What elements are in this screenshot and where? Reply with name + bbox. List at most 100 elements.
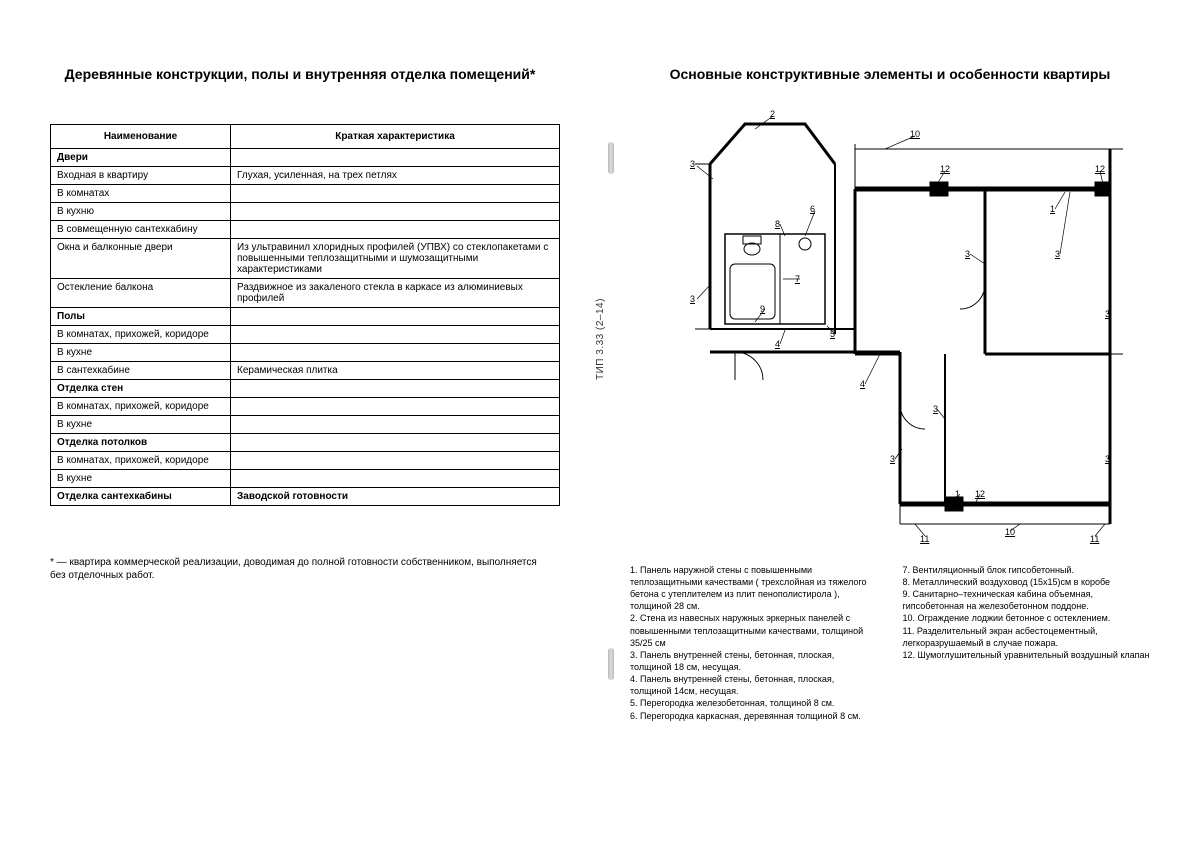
legend-item: 6. Перегородка каркасная, деревянная тол…: [630, 710, 878, 722]
cell-name: В сантехкабине: [51, 361, 231, 379]
floorplan-callout: 11: [920, 534, 929, 544]
legend-item: 7. Вентиляционный блок гипсобетонный.: [903, 564, 1151, 576]
staple-icon: [608, 142, 614, 174]
floorplan-callout: 12: [975, 489, 985, 499]
table-row: Окна и балконные двериИз ультравинил хло…: [51, 238, 560, 278]
floorplan-callout: 12: [940, 164, 950, 174]
cell-name: Отделка стен: [51, 379, 231, 397]
table-row: Полы: [51, 307, 560, 325]
cell-name: В кухне: [51, 343, 231, 361]
cell-desc: [231, 397, 560, 415]
spec-table: Наименование Краткая характеристика Двер…: [50, 124, 560, 506]
cell-desc: [231, 415, 560, 433]
table-row: Двери: [51, 148, 560, 166]
table-row: В кухне: [51, 469, 560, 487]
legend-left-col: 1. Панель наружной стены с повышенными т…: [630, 564, 878, 722]
legend-item: 9. Санитарно–техническая кабина объемная…: [903, 588, 1151, 612]
cell-name: В кухне: [51, 469, 231, 487]
page-spine: [600, 0, 630, 848]
legend-item: 2. Стена из навесных наружных эркерных п…: [630, 612, 878, 648]
staple-icon: [608, 648, 614, 680]
cell-desc: [231, 451, 560, 469]
cell-desc: [231, 343, 560, 361]
legend-item: 12. Шумоглушительный уравнительный возду…: [903, 649, 1151, 661]
floorplan-callout: 11: [1090, 534, 1099, 544]
cell-name: В кухню: [51, 202, 231, 220]
cell-name: В комнатах, прихожей, коридоре: [51, 325, 231, 343]
cell-name: В комнатах: [51, 184, 231, 202]
right-title: Основные конструктивные элементы и особе…: [630, 65, 1150, 84]
legend-item: 3. Панель внутренней стены, бетонная, пл…: [630, 649, 878, 673]
table-row: В комнатах, прихожей, коридоре: [51, 451, 560, 469]
cell-desc: [231, 307, 560, 325]
cell-name: Отделка сантехкабины: [51, 487, 231, 505]
floorplan-callout: 3: [1105, 309, 1110, 319]
floorplan: 23101212186337395434333112111011: [655, 104, 1125, 544]
cell-desc: [231, 184, 560, 202]
cell-name: В комнатах, прихожей, коридоре: [51, 397, 231, 415]
cell-desc: Заводской готовности: [231, 487, 560, 505]
floorplan-callout: 4: [775, 339, 780, 349]
cell-name: Двери: [51, 148, 231, 166]
cell-desc: [231, 433, 560, 451]
floorplan-callout: 10: [1005, 527, 1015, 537]
cell-desc: Глухая, усиленная, на трех петлях: [231, 166, 560, 184]
floorplan-callout: 1: [1050, 204, 1055, 214]
legend-item: 4. Панель внутренней стены, бетонная, пл…: [630, 673, 878, 697]
cell-name: Входная в квартиру: [51, 166, 231, 184]
cell-desc: Керамическая плитка: [231, 361, 560, 379]
table-row: Остекление балконаРаздвижное из закалено…: [51, 278, 560, 307]
table-row: В кухне: [51, 415, 560, 433]
floorplan-callout: 1: [955, 489, 960, 499]
table-row: В кухне: [51, 343, 560, 361]
cell-name: В комнатах, прихожей, коридоре: [51, 451, 231, 469]
cell-desc: Из ультравинил хлоридных профилей (УПВХ)…: [231, 238, 560, 278]
side-label: ТИП 3.33 (2–14): [595, 298, 606, 380]
table-row: В кухню: [51, 202, 560, 220]
cell-name: В кухне: [51, 415, 231, 433]
cell-desc: [231, 469, 560, 487]
cell-name: Полы: [51, 307, 231, 325]
cell-desc: [231, 148, 560, 166]
table-row: Отделка потолков: [51, 433, 560, 451]
legend-item: 8. Металлический воздуховод (15х15)см в …: [903, 576, 1151, 588]
floorplan-callout: 2: [770, 109, 775, 119]
floorplan-callout: 6: [810, 204, 815, 214]
left-column: Деревянные конструкции, полы и внутрення…: [30, 20, 590, 828]
table-row: В совмещенную сантехкабину: [51, 220, 560, 238]
floorplan-callout: 3: [933, 404, 938, 414]
table-row: В комнатах, прихожей, коридоре: [51, 397, 560, 415]
cell-name: Окна и балконные двери: [51, 238, 231, 278]
table-row: Отделка сантехкабиныЗаводской готовности: [51, 487, 560, 505]
legend-right-col: 7. Вентиляционный блок гипсобетонный.8. …: [903, 564, 1151, 722]
floorplan-callout: 3: [965, 249, 970, 259]
table-row: В комнатах, прихожей, коридоре: [51, 325, 560, 343]
floorplan-callout: 12: [1095, 164, 1105, 174]
legend-item: 1. Панель наружной стены с повышенными т…: [630, 564, 878, 613]
cell-name: Остекление балкона: [51, 278, 231, 307]
cell-desc: [231, 202, 560, 220]
floorplan-callout: 5: [830, 329, 835, 339]
floorplan-callout: 3: [1105, 454, 1110, 464]
cell-desc: [231, 325, 560, 343]
floorplan-callout: 10: [910, 129, 920, 139]
floorplan-callout: 9: [760, 304, 765, 314]
legend-item: 10. Ограждение лоджии бетонное с остекле…: [903, 612, 1151, 624]
legend: 1. Панель наружной стены с повышенными т…: [630, 564, 1150, 722]
cell-desc: [231, 379, 560, 397]
floorplan-callout: 7: [795, 274, 800, 284]
floorplan-callout: 3: [690, 294, 695, 304]
table-row: Отделка стен: [51, 379, 560, 397]
floorplan-callout: 8: [775, 219, 780, 229]
floorplan-callout: 3: [690, 159, 695, 169]
floorplan-callout: 3: [1055, 249, 1060, 259]
cell-name: В совмещенную сантехкабину: [51, 220, 231, 238]
legend-item: 5. Перегородка железобетонная, толщиной …: [630, 697, 878, 709]
cell-desc: [231, 220, 560, 238]
floorplan-callout: 3: [890, 454, 895, 464]
legend-item: 11. Разделительный экран асбестоцементны…: [903, 625, 1151, 649]
table-row: Входная в квартируГлухая, усиленная, на …: [51, 166, 560, 184]
right-column: Основные конструктивные элементы и особе…: [590, 20, 1150, 828]
table-row: В сантехкабинеКерамическая плитка: [51, 361, 560, 379]
col-desc-header: Краткая характеристика: [231, 124, 560, 148]
